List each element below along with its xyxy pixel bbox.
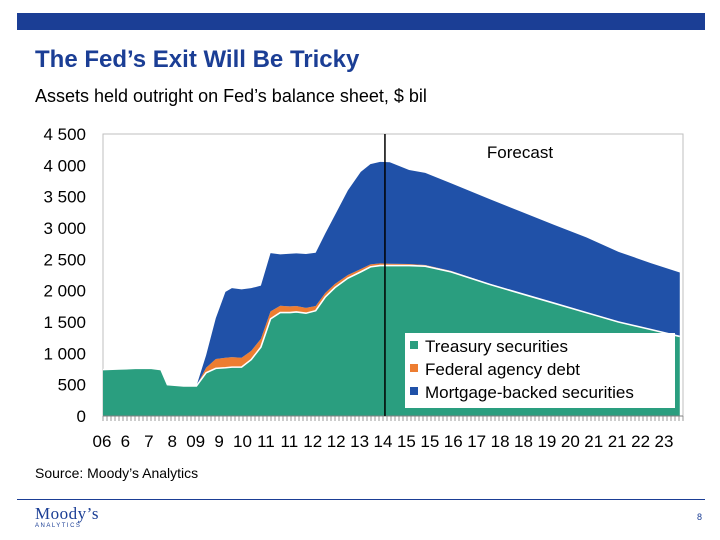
source-note: Source: Moody’s Analytics: [35, 465, 199, 481]
x-axis: [102, 415, 684, 421]
legend-swatch-agency: [410, 364, 418, 372]
x-tick-label: 18: [514, 432, 533, 451]
chart-legend: Treasury securities Federal agency debt …: [405, 333, 675, 408]
y-tick-label: 4 000: [43, 156, 86, 175]
x-tick-label: 09: [186, 432, 205, 451]
x-tick-label: 21: [608, 432, 627, 451]
legend-swatch-treasury: [410, 341, 418, 349]
x-tick-label: 21: [584, 432, 603, 451]
footer-rule: [17, 499, 705, 500]
y-tick-label: 2 500: [43, 250, 86, 269]
y-tick-label: 1 500: [43, 313, 86, 332]
x-tick-label: 12: [327, 432, 346, 451]
y-axis-labels: 0 500 1 000 1 500 2 000 2 500 3 000 3 500 4 000 4…: [43, 125, 86, 426]
y-tick-label: 500: [58, 376, 86, 395]
page-title: The Fed’s Exit Will Be Tricky: [35, 46, 360, 73]
x-tick-label: 10: [233, 432, 252, 451]
y-tick-label: 0: [77, 407, 86, 426]
y-tick-label: 4 500: [43, 125, 86, 144]
area-series-2: [103, 161, 680, 386]
x-tick-label: 7: [144, 432, 153, 451]
moodys-analytics-logo: Moody’s ANALYTICS: [35, 505, 99, 530]
x-tick-label: 17: [467, 432, 486, 451]
legend-label-mbs: Mortgage-backed securities: [425, 383, 634, 402]
y-tick-label: 2 000: [43, 282, 86, 301]
x-tick-label: 9: [214, 432, 223, 451]
legend-label-agency: Federal agency debt: [425, 360, 580, 379]
area-series-1: [103, 263, 680, 386]
treasury-boundary-line: [102, 264, 680, 387]
x-tick-label: 15: [420, 432, 439, 451]
x-tick-label: 22: [631, 432, 650, 451]
legend-label-treasury: Treasury securities: [425, 337, 568, 356]
x-tick-label: 16: [444, 432, 463, 451]
x-axis-labels: 06 6 7 8 09 9 10 11 11 12 12 13 14 15 15 16 17 18 18 19 20 21…: [93, 432, 674, 451]
legend-swatch-mbs: [410, 387, 418, 395]
logo-wordmark: Moody’s: [35, 504, 99, 523]
forecast-label: Forecast: [487, 143, 553, 162]
x-tick-label: 19: [537, 432, 556, 451]
x-tick-label: 23: [655, 432, 674, 451]
y-tick-label: 1 000: [43, 344, 86, 363]
x-tick-label: 15: [397, 432, 416, 451]
x-tick-label: 6: [121, 432, 130, 451]
x-tick-label: 11: [281, 432, 299, 451]
page-number: 8: [696, 512, 702, 522]
legend-background: [405, 333, 675, 408]
x-tick-label: 18: [491, 432, 510, 451]
x-tick-label: 20: [561, 432, 580, 451]
x-tick-label: 11: [257, 432, 275, 451]
x-tick-label: 12: [303, 432, 322, 451]
x-tick-label: 13: [350, 432, 369, 451]
x-tick-label: 8: [168, 432, 177, 451]
y-tick-label: 3 500: [43, 188, 86, 207]
x-tick-label: 06: [93, 432, 112, 451]
x-tick-label: 14: [374, 432, 393, 451]
top-brand-bar: [17, 13, 705, 30]
logo-subtitle: ANALYTICS: [35, 523, 82, 529]
balance-sheet-chart: 0 500 1 000 1 500 2 000 2 500 3 000 3 500 4 000 4…: [43, 125, 684, 451]
y-tick-label: 3 000: [43, 219, 86, 238]
chart-subtitle: Assets held outright on Fed’s balance sh…: [35, 86, 427, 106]
